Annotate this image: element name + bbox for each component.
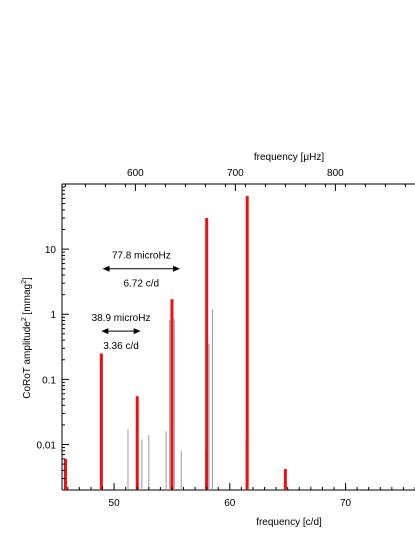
y-tick-label: 10 xyxy=(45,245,57,256)
x2-tick-label: 600 xyxy=(127,168,144,179)
spacing-annotation-1: 38.9 microHz 3.36 c/d xyxy=(92,313,151,352)
y-tick-label: 0.01 xyxy=(37,440,57,451)
top-axis-title: frequency [μHz] xyxy=(254,152,324,163)
spectrum-bars xyxy=(63,196,287,490)
spacing-annotations: 77.8 microHz 6.72 c/d 38.9 microHz 3.36 c/d xyxy=(92,251,181,352)
x2-tick-label: 800 xyxy=(327,168,344,179)
y-axis-title: CoRoT amplitude2 [mmag2] xyxy=(21,277,33,399)
arrow-head-left xyxy=(101,328,109,335)
annotation-top-label: 38.9 microHz xyxy=(92,313,151,324)
arrow-head-right xyxy=(133,328,141,335)
x-tick-label: 70 xyxy=(340,498,352,509)
x-axis-title: frequency [c/d] xyxy=(256,517,322,528)
annotation-top-label: 77.8 microHz xyxy=(112,251,171,262)
x-tick-label: 60 xyxy=(224,498,236,509)
x-tick-label: 50 xyxy=(109,498,121,509)
y-tick-label: 0.1 xyxy=(42,375,56,386)
annotation-bottom-label: 6.72 c/d xyxy=(123,279,159,290)
spacing-annotation-0: 77.8 microHz 6.72 c/d xyxy=(102,251,181,290)
arrow-head-left xyxy=(102,265,110,272)
annotation-bottom-label: 3.36 c/d xyxy=(103,341,139,352)
x2-tick-label: 700 xyxy=(227,168,244,179)
axis-ticks: 50 60 70 600 700 800 0.01 0.1 1 10 xyxy=(37,168,415,509)
plot-frame xyxy=(61,183,415,491)
y-tick-label: 1 xyxy=(50,310,56,321)
arrow-head-right xyxy=(173,265,181,272)
